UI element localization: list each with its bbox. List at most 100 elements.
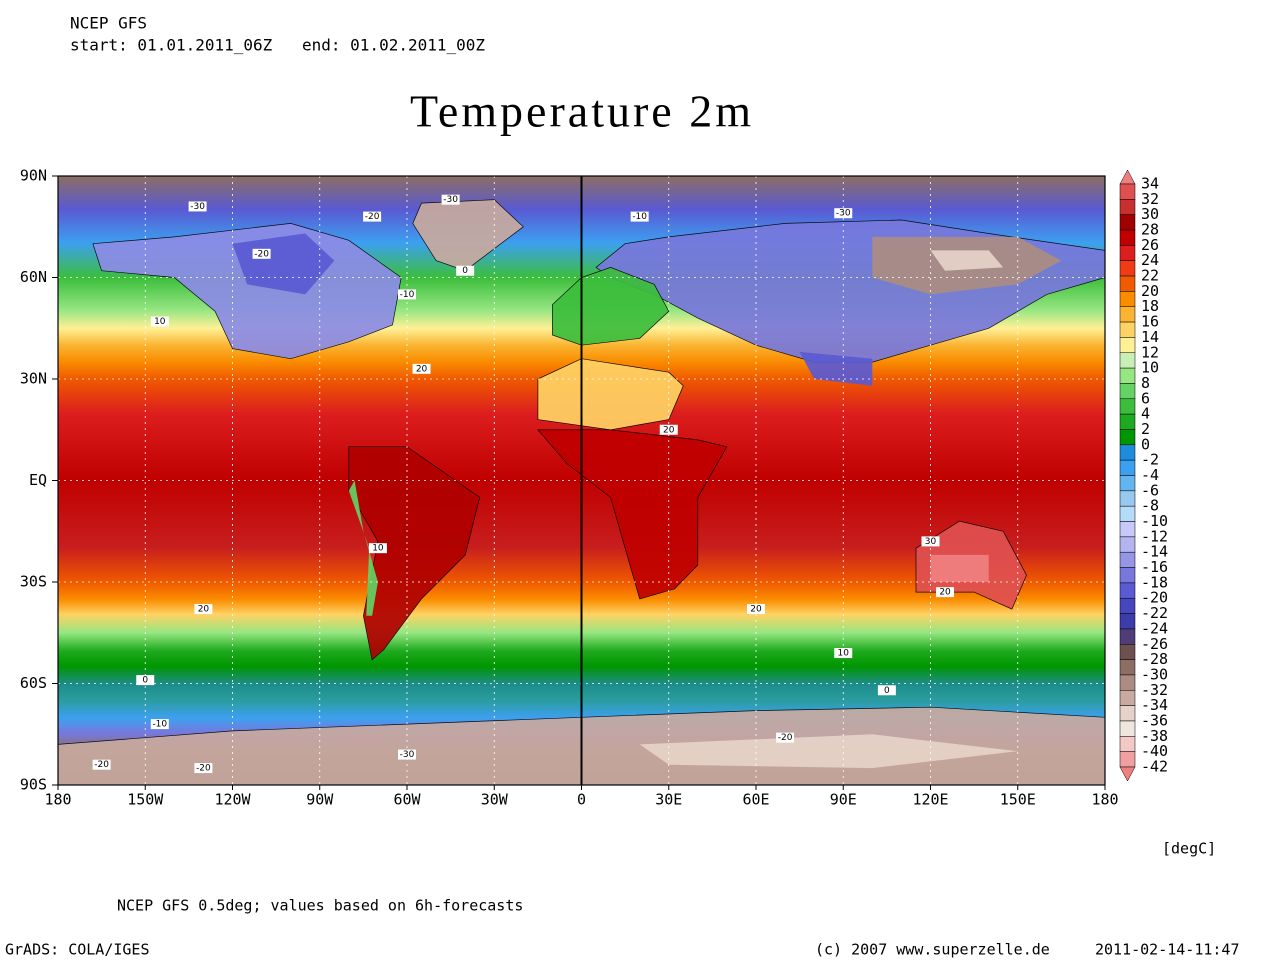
- colorbar-label: 6: [1141, 389, 1150, 407]
- temperature-region: [232, 233, 335, 295]
- colorbar-label: 10: [1141, 359, 1159, 377]
- latitude-label: 90N: [20, 167, 47, 185]
- longitude-label: 0: [577, 791, 586, 809]
- contour-label: 10: [372, 544, 384, 554]
- colorbar-label: 28: [1141, 221, 1159, 239]
- contour-label: 20: [663, 425, 675, 435]
- colorbar-swatch: [1119, 736, 1136, 752]
- latitude-label: 90S: [20, 776, 47, 794]
- colorbar-label: 14: [1141, 328, 1159, 346]
- contour-label-box: [921, 536, 940, 547]
- contour-label-box: [398, 749, 416, 760]
- colorbar-label: 18: [1141, 297, 1159, 315]
- colorbar-swatch: [1119, 321, 1136, 338]
- colorbar-label: -28: [1141, 650, 1168, 668]
- colorbar-swatch: [1119, 490, 1136, 507]
- longitude-label: 30E: [655, 791, 682, 809]
- colorbar-label: -38: [1141, 727, 1168, 745]
- temperature-region: [537, 358, 684, 431]
- colorbar-swatch: [1119, 444, 1136, 461]
- contour-label-box: [150, 719, 169, 730]
- colorbar-label: -36: [1141, 711, 1168, 729]
- colorbar-label: -22: [1141, 604, 1168, 622]
- colorbar-swatch: [1119, 705, 1136, 722]
- colorbar-label: -30: [1141, 665, 1168, 683]
- colorbar-label: 22: [1141, 267, 1159, 285]
- colorbar-swatch: [1119, 475, 1136, 492]
- contour-label: -30: [190, 202, 205, 212]
- colorbar-swatch: [1119, 674, 1136, 691]
- colorbar-swatch: [1119, 751, 1136, 768]
- contour-label: -30: [443, 195, 458, 205]
- contour-label: -30: [836, 209, 851, 219]
- contour-label-box: [877, 685, 896, 696]
- colorbar-swatch: [1119, 291, 1136, 307]
- colorbar-swatch: [1119, 690, 1136, 706]
- contour-label-box: [630, 211, 649, 222]
- longitude-label: 90W: [306, 791, 334, 809]
- contour-label: 10: [154, 317, 166, 327]
- colorbar-arrow: [1119, 169, 1136, 185]
- colorbar-label: -42: [1141, 758, 1168, 776]
- latitude-label: 60N: [20, 268, 47, 286]
- colorbar-swatch: [1119, 275, 1136, 292]
- temperature-region: [537, 429, 728, 600]
- colorbar-swatch: [1119, 505, 1136, 522]
- colorbar-swatch: [1119, 199, 1136, 215]
- colorbar-swatch: [1119, 720, 1136, 737]
- contour-label: 20: [416, 364, 428, 374]
- colorbar-swatch: [1119, 413, 1136, 430]
- contour-label: 20: [939, 588, 951, 598]
- colorbar-label: 32: [1141, 190, 1159, 208]
- colorbar-label: -26: [1141, 635, 1168, 653]
- contour-label-box: [252, 248, 271, 259]
- colorbar-swatch: [1119, 628, 1136, 645]
- contour-label-box: [776, 732, 795, 743]
- colorbar-label: 12: [1141, 343, 1159, 361]
- contour-label: -10: [152, 720, 167, 730]
- colorbar-label: 24: [1141, 251, 1159, 269]
- contour-label-box: [441, 194, 460, 205]
- colorbar-swatch: [1119, 352, 1136, 369]
- contour-label: 0: [142, 676, 148, 686]
- contour-label-box: [136, 675, 155, 686]
- longitude-label: 180: [1091, 791, 1118, 809]
- contour-label: -30: [400, 750, 415, 760]
- contour-label: 0: [884, 686, 890, 696]
- colorbar-label: -24: [1141, 619, 1168, 637]
- colorbar-swatch: [1119, 398, 1136, 415]
- longitude-label: 90E: [830, 791, 857, 809]
- contour-label-box: [456, 265, 475, 276]
- contour-label-box: [92, 759, 111, 770]
- colorbar-swatch: [1119, 521, 1136, 538]
- colorbar-label: -12: [1141, 527, 1168, 545]
- contour-label-box: [747, 604, 765, 615]
- contour-label: -20: [254, 249, 269, 259]
- temperature-region: [930, 250, 1004, 271]
- timestamp: 2011-02-14-11:47: [1095, 941, 1240, 959]
- contour-label-box: [398, 289, 416, 300]
- colorbar-arrow: [1119, 766, 1136, 782]
- colorbar-swatch: [1119, 245, 1136, 261]
- longitude-label: 120E: [912, 791, 948, 809]
- colorbar-label: 8: [1141, 374, 1150, 392]
- colorbar-swatch: [1119, 260, 1136, 277]
- map-title: Temperature 2m: [410, 86, 754, 137]
- contour-label-box: [150, 316, 169, 327]
- longitude-label: 60W: [393, 791, 421, 809]
- end-time: end: 01.02.2011_00Z: [302, 36, 485, 55]
- longitude-label: 60E: [742, 791, 769, 809]
- colorbar-swatch: [1119, 644, 1136, 660]
- colorbar-label: -34: [1141, 696, 1168, 714]
- colorbar-swatch: [1119, 429, 1136, 446]
- temperature-region: [799, 351, 873, 386]
- colorbar-label: -16: [1141, 558, 1168, 576]
- colorbar-swatch: [1119, 567, 1136, 584]
- model-name: NCEP GFS: [70, 14, 147, 33]
- colorbar-label: 26: [1141, 236, 1159, 254]
- longitude-label: 30W: [481, 791, 509, 809]
- colorbar-swatch: [1119, 337, 1136, 354]
- colorbar-swatch: [1119, 659, 1136, 676]
- contour-label: -20: [365, 212, 380, 222]
- colorbar-label: -6: [1141, 481, 1159, 499]
